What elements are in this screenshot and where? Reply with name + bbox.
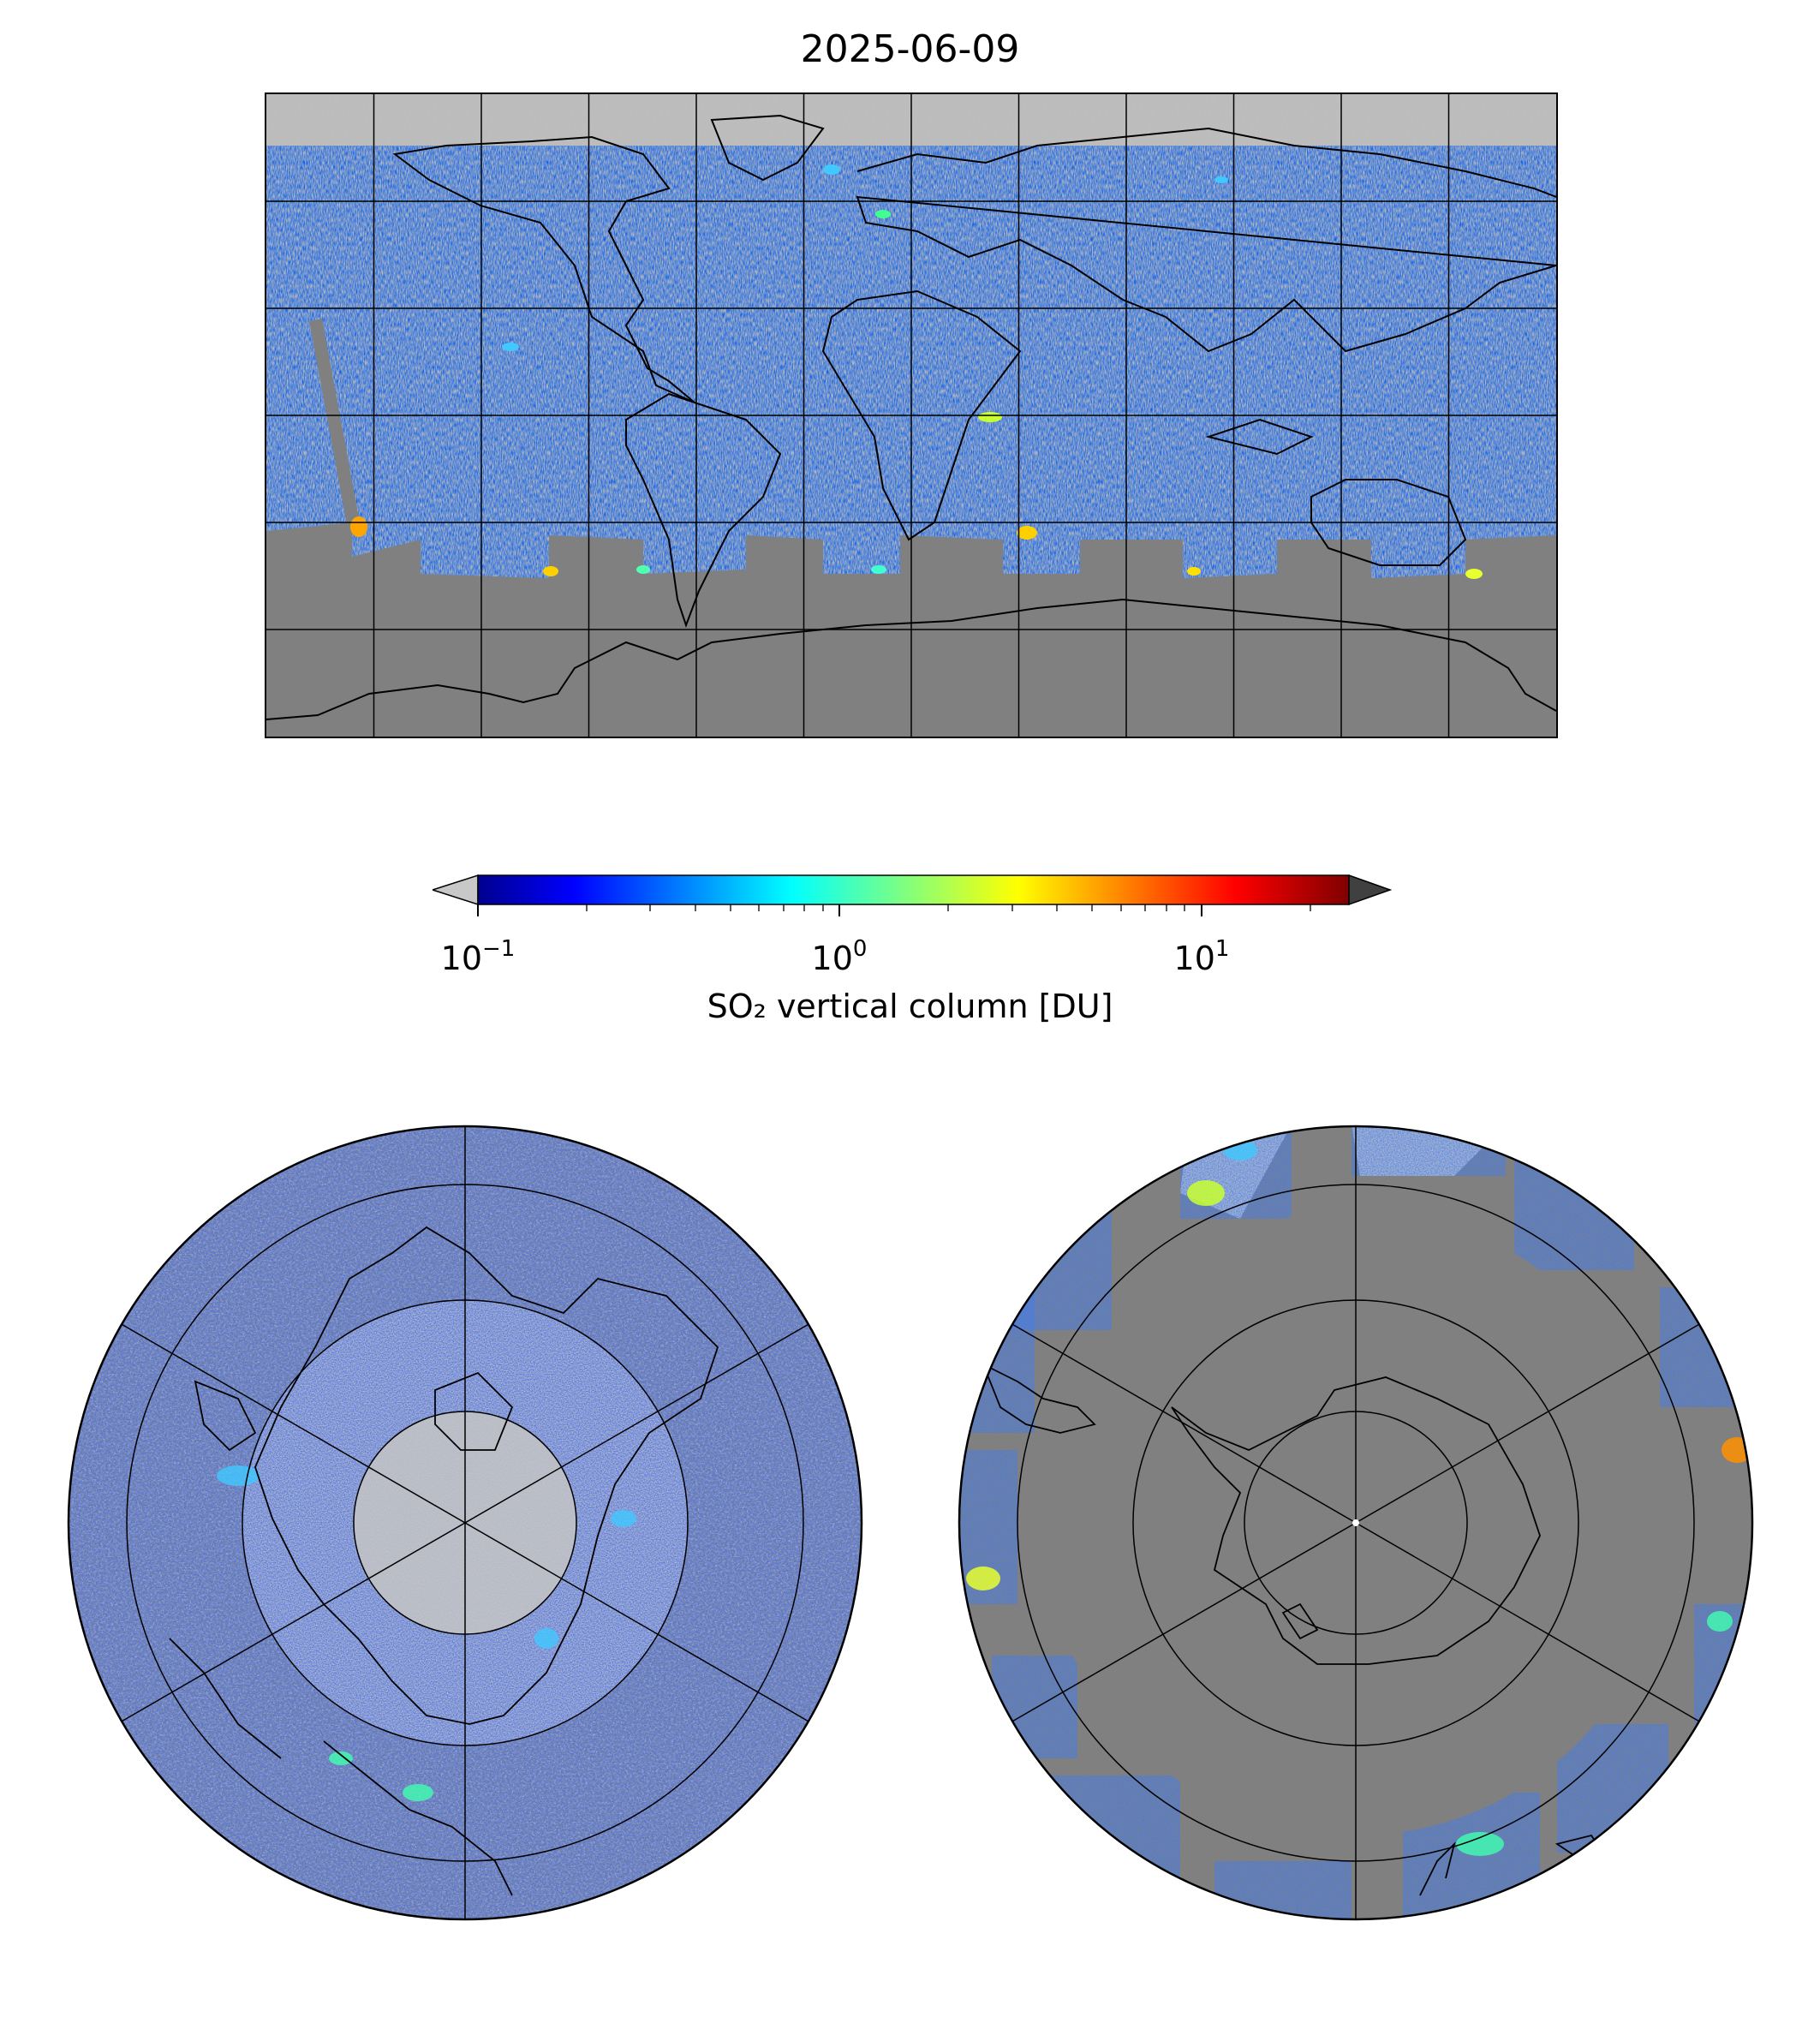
- north-polar-map: [67, 1125, 863, 1921]
- colorbar-over-extension: [1348, 874, 1393, 906]
- colorbar-tick-1: 100: [811, 936, 868, 977]
- colorbar-gradient: [477, 874, 1350, 905]
- south-polar-svg: [958, 1125, 1754, 1921]
- colorbar-ticks: [477, 904, 1311, 916]
- north-coastlines: [169, 1226, 719, 1896]
- coastlines: [266, 114, 1556, 720]
- colorbar-tick-0: 10−1: [440, 936, 516, 977]
- colorbar-svg: [430, 874, 1393, 916]
- colorbar-label: SO₂ vertical column [DU]: [707, 988, 1113, 1025]
- south-pole-marker: [1352, 1519, 1359, 1526]
- graticule: [266, 94, 1556, 737]
- colorbar-under-extension: [430, 874, 479, 906]
- south-graticule: [1010, 1126, 1702, 1919]
- north-graticule: [119, 1126, 811, 1919]
- global-map-svg: [266, 94, 1556, 737]
- so2-hotspots: [350, 164, 1483, 579]
- figure-title: 2025-06-09: [800, 27, 1020, 71]
- south-polar-map: [958, 1125, 1754, 1921]
- colorbar-tick-2: 101: [1173, 936, 1230, 977]
- colorbar: [430, 872, 1393, 966]
- global-map: [265, 92, 1558, 738]
- north-polar-svg: [67, 1125, 863, 1921]
